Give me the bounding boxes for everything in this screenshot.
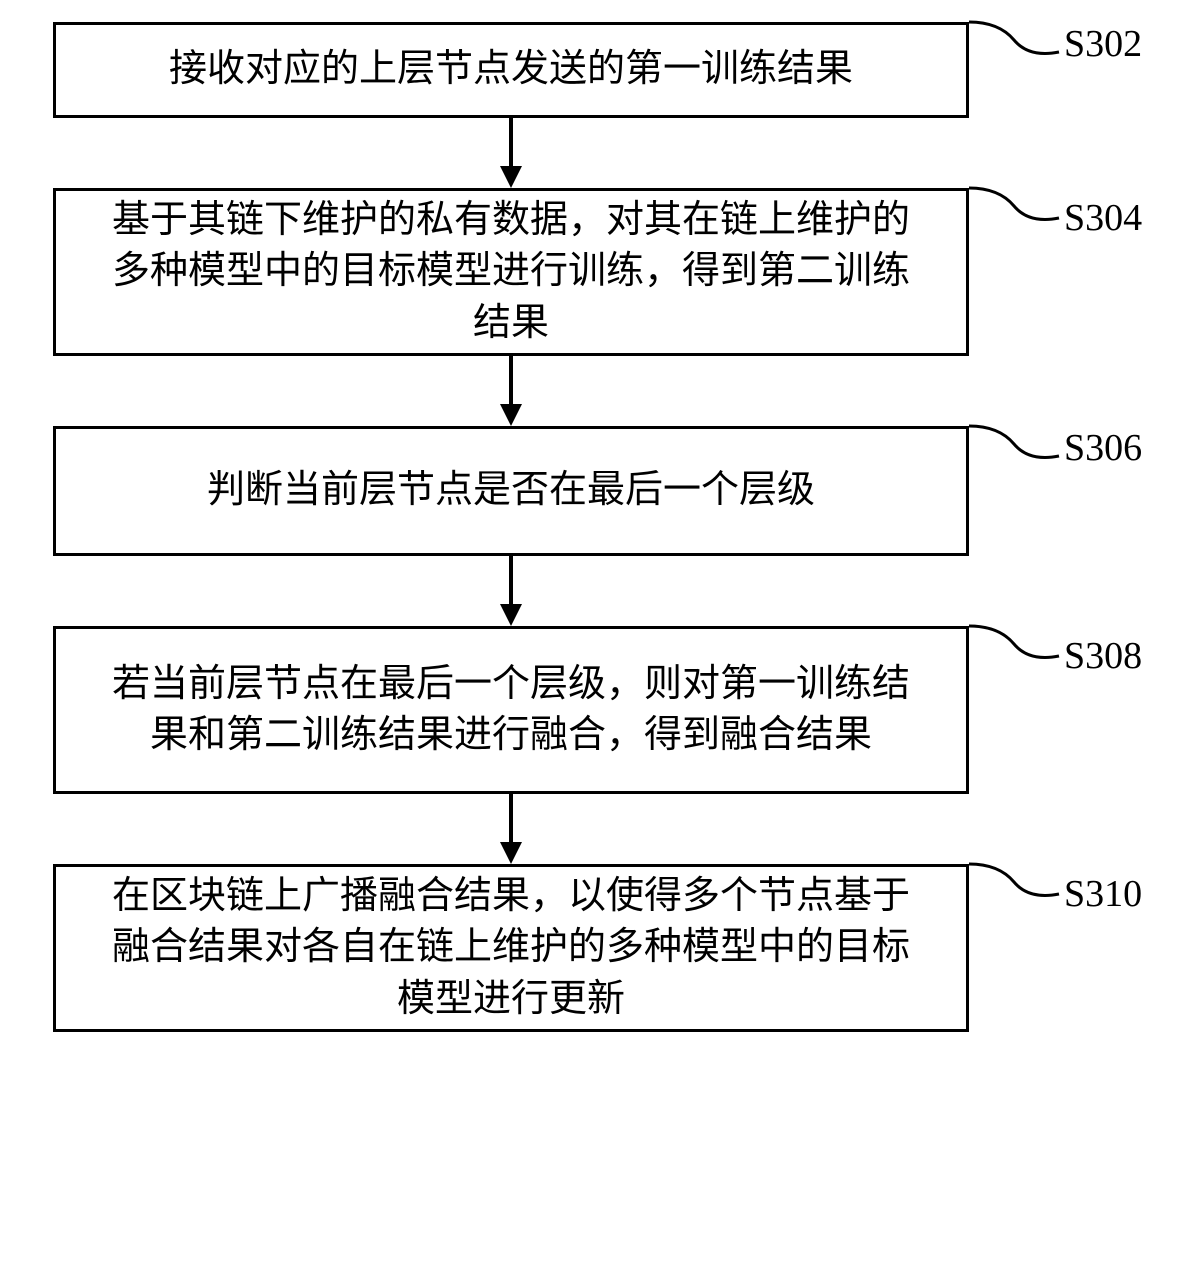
step-label-s306: S306 [1064, 426, 1142, 470]
callout-s306 [969, 426, 1064, 486]
step-label-s302: S302 [1064, 22, 1142, 66]
callout-s304 [969, 188, 1064, 248]
arrow-line [509, 356, 513, 406]
step-label-s310: S310 [1064, 872, 1142, 916]
flow-step-text: 接收对应的上层节点发送的第一训练结果 [169, 44, 853, 95]
callout-s302 [969, 22, 1064, 82]
flow-step-s306: 判断当前层节点是否在最后一个层级 [53, 426, 969, 556]
flow-step-s304: 基于其链下维护的私有数据，对其在链上维护的多种模型中的目标模型进行训练，得到第二… [53, 188, 969, 356]
flow-step-text: 基于其链下维护的私有数据，对其在链上维护的多种模型中的目标模型进行训练，得到第二… [96, 195, 926, 349]
callout-s308 [969, 626, 1064, 686]
flow-step-text: 判断当前层节点是否在最后一个层级 [207, 465, 815, 516]
flow-step-s302: 接收对应的上层节点发送的第一训练结果 [53, 22, 969, 118]
flow-step-text: 在区块链上广播融合结果，以使得多个节点基于融合结果对各自在链上维护的多种模型中的… [96, 871, 926, 1025]
arrow-line [509, 556, 513, 606]
callout-s310 [969, 864, 1064, 924]
arrow-head [500, 404, 522, 426]
arrow-head [500, 604, 522, 626]
step-label-s308: S308 [1064, 634, 1142, 678]
flow-step-s310: 在区块链上广播融合结果，以使得多个节点基于融合结果对各自在链上维护的多种模型中的… [53, 864, 969, 1032]
flow-step-s308: 若当前层节点在最后一个层级，则对第一训练结果和第二训练结果进行融合，得到融合结果 [53, 626, 969, 794]
flowchart-diagram: 接收对应的上层节点发送的第一训练结果 S302 基于其链下维护的私有数据，对其在… [0, 0, 1187, 1283]
arrow-line [509, 118, 513, 168]
step-label-s304: S304 [1064, 196, 1142, 240]
arrow-head [500, 166, 522, 188]
flow-step-text: 若当前层节点在最后一个层级，则对第一训练结果和第二训练结果进行融合，得到融合结果 [96, 659, 926, 762]
arrow-head [500, 842, 522, 864]
arrow-line [509, 794, 513, 844]
